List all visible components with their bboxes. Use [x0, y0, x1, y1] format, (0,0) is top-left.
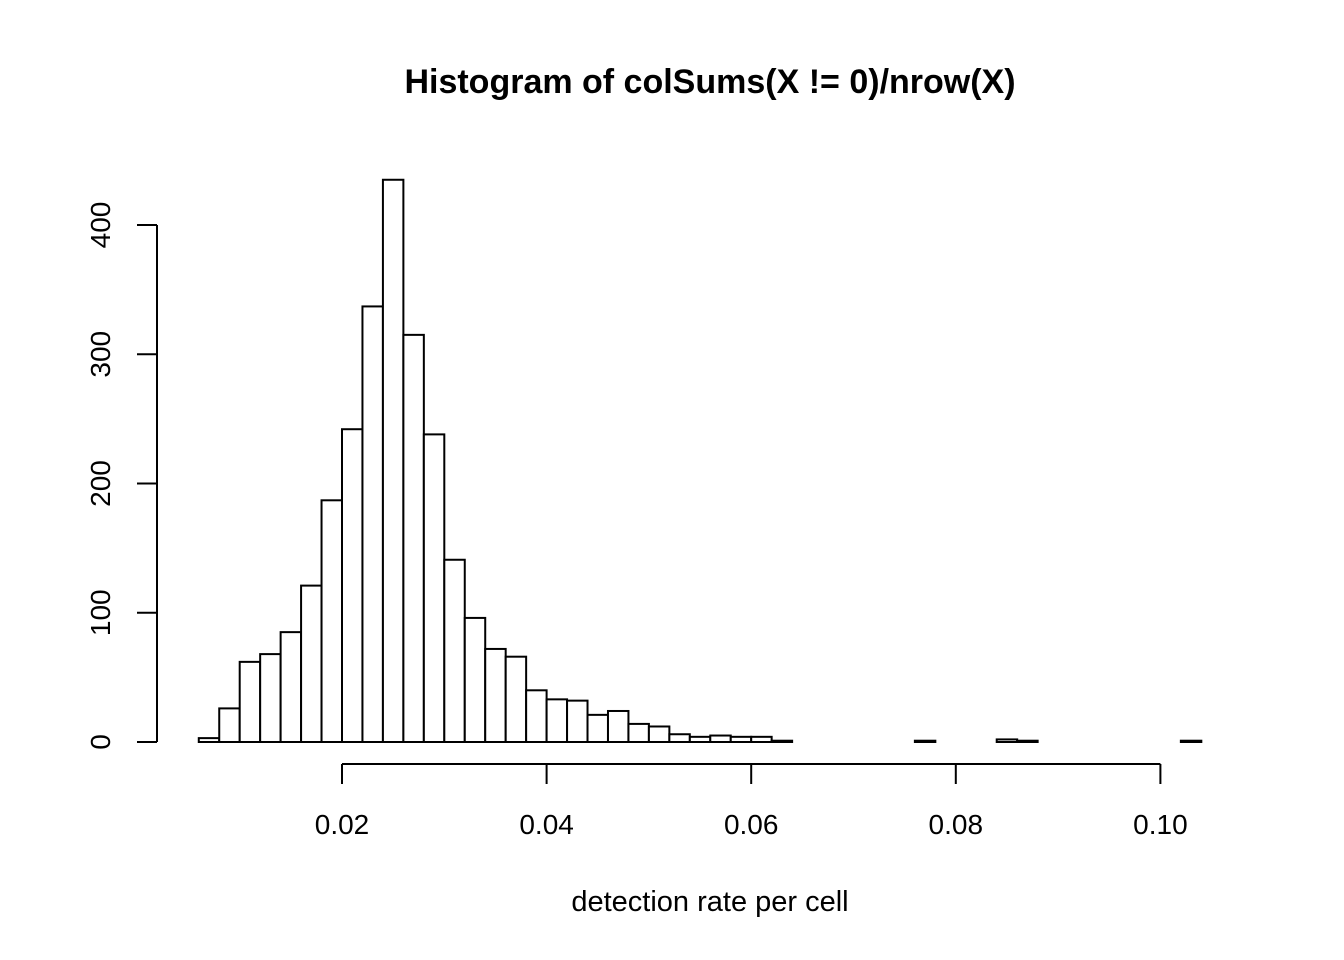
histogram-bar — [1016, 739, 1039, 744]
histogram-bar — [688, 735, 712, 744]
y-tick-label: 0 — [85, 734, 116, 750]
x-axis-label: detection rate per cell — [571, 886, 848, 918]
y-tick-label: 200 — [85, 460, 116, 507]
histogram-bar — [361, 305, 384, 743]
histogram-bar — [709, 734, 732, 743]
histogram-bar — [300, 584, 323, 743]
x-tick-label: 0.10 — [1133, 809, 1188, 840]
histogram-bar — [259, 653, 282, 743]
histogram-bar — [218, 707, 241, 744]
y-axis: 0 100 200 300 400 — [85, 202, 158, 750]
x-tick-label: 0.04 — [519, 809, 574, 840]
histogram-bar — [566, 699, 589, 744]
histogram-bar — [197, 737, 221, 743]
histogram-bar — [586, 713, 609, 743]
histogram-bar — [422, 433, 446, 743]
histogram-bar — [647, 725, 671, 743]
histogram-bar — [606, 709, 630, 743]
histogram-bar — [279, 631, 303, 744]
histogram-bar — [770, 739, 794, 744]
y-tick-label: 400 — [85, 202, 116, 249]
histogram-bar — [627, 722, 650, 744]
histogram-bar — [1179, 739, 1203, 744]
histogram-bar — [729, 735, 753, 744]
histogram-bar — [341, 428, 364, 743]
bars-group — [197, 178, 1203, 744]
histogram-bar — [525, 689, 548, 743]
histogram-bar — [750, 735, 773, 744]
histogram-bar — [484, 647, 507, 743]
histogram-bar — [463, 616, 487, 743]
histogram-bar — [381, 178, 405, 743]
histogram-bar — [545, 698, 569, 743]
histogram-bar — [443, 558, 466, 743]
histogram-bar — [913, 739, 937, 744]
y-tick-label: 100 — [85, 589, 116, 636]
x-tick-label: 0.06 — [724, 809, 779, 840]
y-tick-label: 300 — [85, 331, 116, 378]
x-axis: 0.02 0.04 0.06 0.08 0.10 — [315, 763, 1188, 840]
histogram-bar — [402, 333, 425, 743]
chart-title: Histogram of colSums(X != 0)/nrow(X) — [404, 63, 1015, 101]
histogram-bar — [668, 733, 691, 743]
histogram-bar — [320, 499, 344, 743]
histogram-bar — [995, 738, 1019, 743]
x-tick-label: 0.08 — [929, 809, 984, 840]
histogram-bar — [504, 655, 528, 744]
x-tick-label: 0.02 — [315, 809, 370, 840]
histogram-bar — [238, 660, 262, 743]
